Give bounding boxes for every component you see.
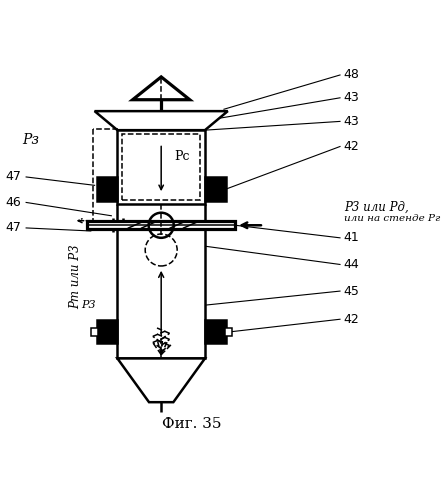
- Bar: [122, 134, 200, 200]
- Text: Рт или Р3: Рт или Р3: [69, 244, 82, 309]
- Text: Рз: Рз: [22, 132, 39, 146]
- Text: Фиг. 35: Фиг. 35: [162, 418, 221, 432]
- Bar: [117, 130, 205, 204]
- Text: 48: 48: [344, 68, 360, 80]
- Bar: [97, 177, 117, 202]
- Bar: [205, 320, 226, 343]
- Bar: [205, 177, 226, 202]
- Text: или на стенде Рг: или на стенде Рг: [344, 214, 440, 223]
- Bar: [117, 229, 205, 358]
- Text: 44: 44: [344, 258, 360, 271]
- Text: Р3 или Рд,: Р3 или Рд,: [344, 200, 409, 213]
- Bar: [91, 328, 97, 336]
- Text: 43: 43: [344, 115, 360, 128]
- Text: 46: 46: [5, 196, 21, 209]
- Bar: [225, 328, 231, 336]
- Polygon shape: [133, 77, 190, 100]
- Text: 42: 42: [344, 312, 360, 326]
- Text: Р3: Р3: [81, 300, 96, 310]
- Polygon shape: [95, 111, 228, 130]
- Bar: [97, 320, 117, 343]
- Text: 47: 47: [5, 222, 21, 234]
- Text: 45: 45: [344, 284, 360, 298]
- Text: 43: 43: [344, 92, 360, 104]
- Text: Рс: Рс: [174, 150, 190, 164]
- Bar: [87, 222, 235, 229]
- Text: 42: 42: [344, 140, 360, 153]
- Text: 47: 47: [5, 170, 21, 183]
- Text: 41: 41: [344, 232, 360, 244]
- Polygon shape: [117, 358, 205, 402]
